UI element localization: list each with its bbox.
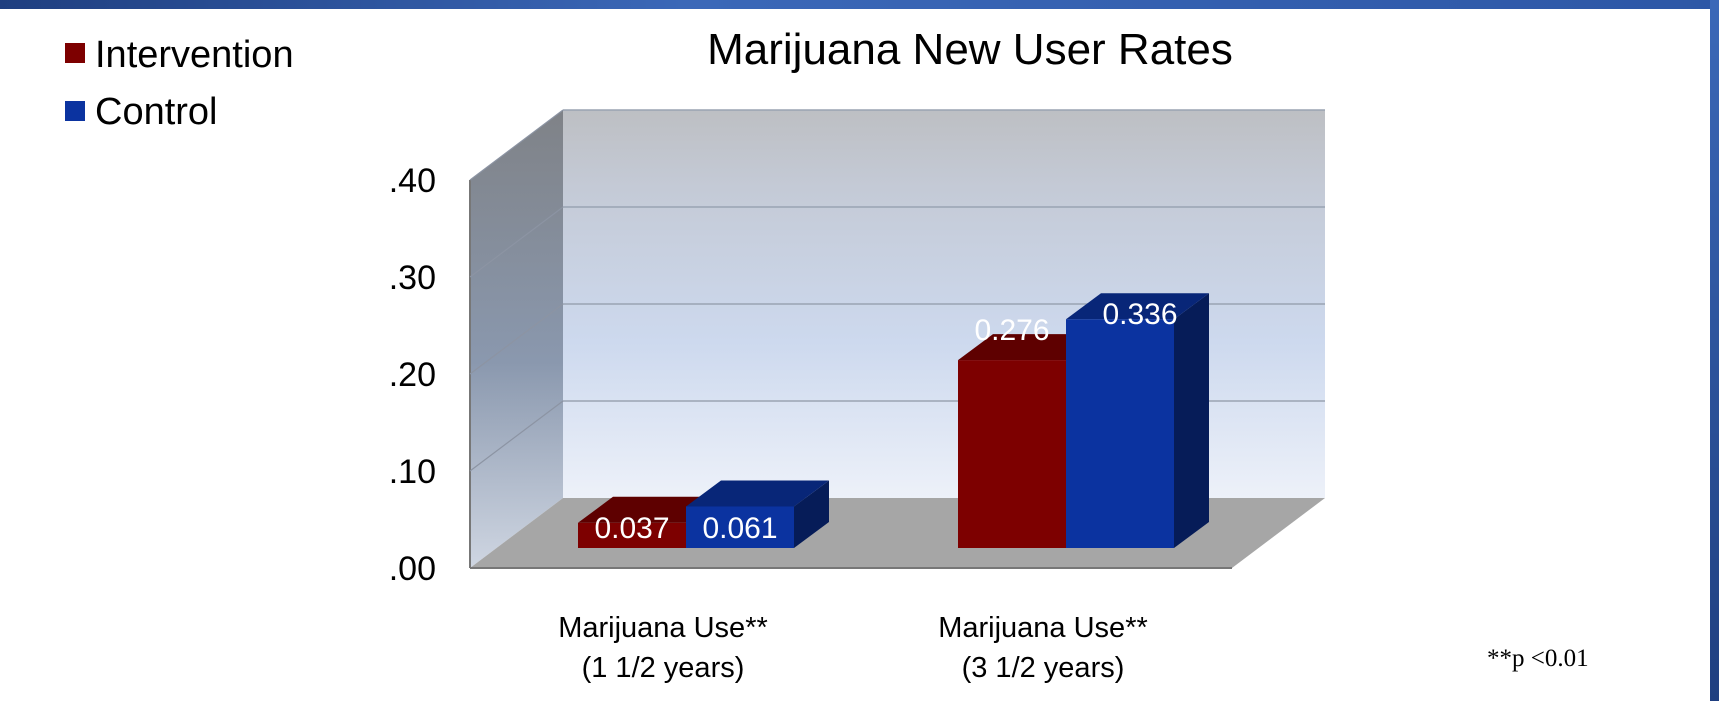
bar-side bbox=[794, 480, 829, 548]
bar-control-1 bbox=[686, 506, 794, 548]
bar-top bbox=[958, 334, 1101, 361]
legend-label-intervention: Intervention bbox=[95, 34, 294, 76]
bar-intervention-1 bbox=[578, 522, 686, 548]
x-category-label: (3 1/2 years) bbox=[962, 652, 1125, 684]
bar-top bbox=[1066, 293, 1209, 320]
x-category-labels: Marijuana Use** (1 1/2 years) Marijuana Us… bbox=[558, 612, 1148, 684]
gridline-side bbox=[469, 400, 564, 472]
slide-right-border bbox=[1710, 0, 1719, 701]
bar-value-label: 0.276 bbox=[974, 314, 1049, 347]
slide-top-border bbox=[0, 0, 1719, 9]
y-tick-label: .30 bbox=[389, 259, 436, 297]
legend: Intervention Control bbox=[65, 34, 294, 133]
bar-value-labels: 0.037 0.061 0.276 0.336 bbox=[594, 298, 1177, 545]
gridline-side bbox=[469, 206, 564, 278]
bars bbox=[578, 293, 1209, 548]
gridline-side bbox=[469, 109, 564, 181]
bar-control-2 bbox=[1066, 319, 1174, 548]
x-category-label: (1 1/2 years) bbox=[582, 652, 745, 684]
x-category-label: Marijuana Use** bbox=[558, 612, 768, 644]
footnote: **p <0.01 bbox=[1487, 645, 1589, 672]
bar-top bbox=[578, 496, 721, 523]
y-tick-label: .20 bbox=[389, 356, 436, 394]
chart-title: Marijuana New User Rates bbox=[707, 25, 1233, 74]
bar-value-label: 0.061 bbox=[702, 512, 777, 545]
bar-side bbox=[1174, 293, 1209, 548]
bar-top bbox=[686, 480, 829, 507]
bar-value-label: 0.037 bbox=[594, 512, 669, 545]
y-tick-label: .40 bbox=[389, 162, 436, 200]
legend-swatch-intervention bbox=[65, 43, 85, 63]
gridline-side bbox=[469, 303, 564, 375]
legend-swatch-control bbox=[65, 101, 85, 121]
y-tick-label: .00 bbox=[389, 550, 436, 588]
y-tick-label: .10 bbox=[389, 453, 436, 491]
legend-label-control: Control bbox=[95, 91, 218, 133]
y-tick-labels: .00 .10 .20 .30 .40 bbox=[389, 162, 436, 588]
x-category-label: Marijuana Use** bbox=[938, 612, 1148, 644]
bar-intervention-2 bbox=[958, 360, 1066, 548]
bar-value-label: 0.336 bbox=[1102, 298, 1177, 331]
